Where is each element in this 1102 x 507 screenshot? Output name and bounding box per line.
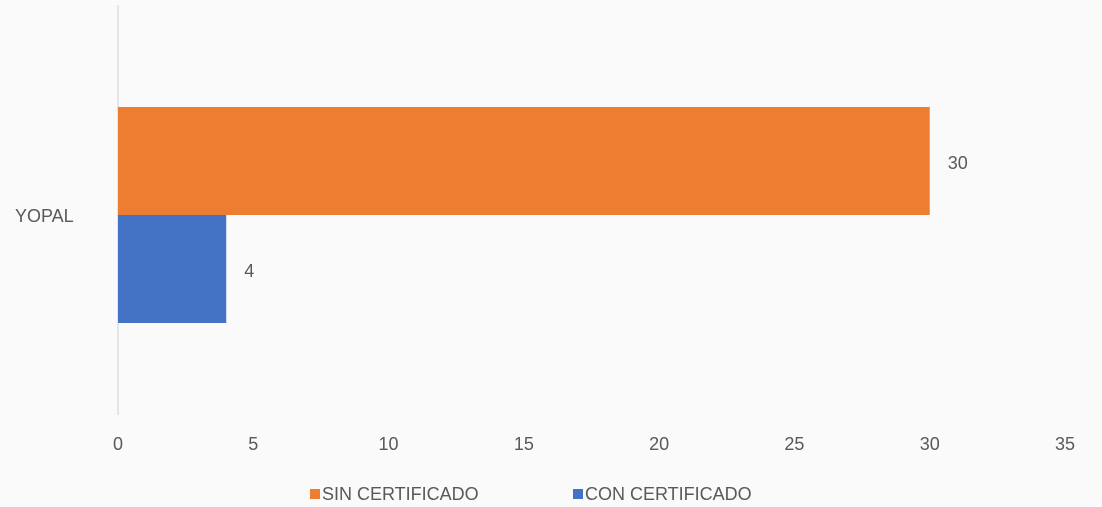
legend-label: SIN CERTIFICADO — [322, 484, 479, 504]
x-tick-label: 15 — [514, 434, 534, 454]
x-tick-label: 25 — [784, 434, 804, 454]
bar — [118, 107, 930, 215]
data-label: 4 — [244, 261, 254, 281]
bar — [118, 215, 227, 323]
x-tick-label: 35 — [1055, 434, 1075, 454]
x-tick-label: 0 — [113, 434, 123, 454]
legend-swatch — [310, 489, 320, 499]
legend-label: CON CERTIFICADO — [585, 484, 752, 504]
y-tick-label: YOPAL — [15, 206, 74, 226]
data-label: 30 — [948, 153, 968, 173]
x-tick-label: 5 — [248, 434, 258, 454]
x-tick-label: 20 — [649, 434, 669, 454]
legend-swatch — [573, 489, 583, 499]
x-tick-label: 30 — [920, 434, 940, 454]
x-tick-label: 10 — [379, 434, 399, 454]
